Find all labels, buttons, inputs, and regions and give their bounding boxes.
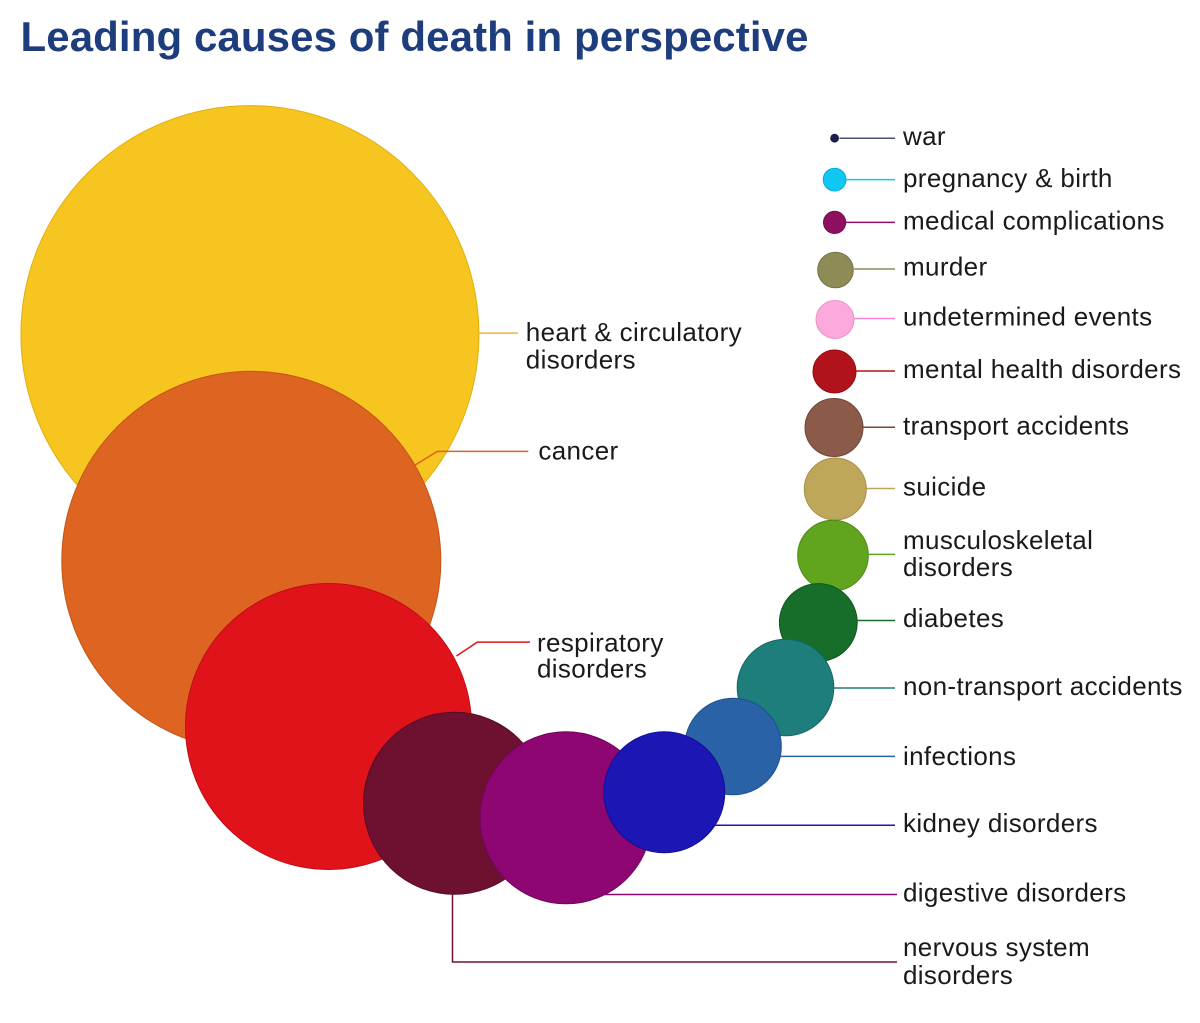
- svg-text:suicide: suicide: [903, 472, 986, 502]
- svg-text:kidney disorders: kidney disorders: [903, 808, 1098, 838]
- svg-text:disorders: disorders: [903, 552, 1013, 582]
- svg-text:disorders: disorders: [526, 345, 636, 375]
- svg-text:undetermined events: undetermined events: [903, 302, 1152, 332]
- svg-text:pregnancy & birth: pregnancy & birth: [903, 163, 1113, 193]
- svg-text:mental health disorders: mental health disorders: [903, 354, 1181, 384]
- svg-text:respiratory: respiratory: [537, 628, 664, 658]
- svg-text:murder: murder: [903, 252, 987, 282]
- svg-text:heart & circulatory: heart & circulatory: [526, 317, 742, 347]
- svg-text:musculoskeletal: musculoskeletal: [903, 525, 1093, 555]
- svg-text:cancer: cancer: [538, 436, 618, 466]
- svg-text:disorders: disorders: [903, 960, 1013, 990]
- svg-text:transport accidents: transport accidents: [903, 411, 1129, 441]
- svg-text:war: war: [902, 121, 946, 151]
- svg-text:Leading causes of death in per: Leading causes of death in perspective: [21, 13, 809, 60]
- svg-text:medical complications: medical complications: [903, 206, 1165, 236]
- svg-text:disorders: disorders: [537, 654, 647, 684]
- svg-text:digestive disorders: digestive disorders: [903, 878, 1126, 908]
- svg-text:non-transport accidents: non-transport accidents: [903, 671, 1183, 701]
- svg-text:infections: infections: [903, 741, 1016, 771]
- svg-text:diabetes: diabetes: [903, 603, 1004, 633]
- svg-text:nervous system: nervous system: [903, 932, 1090, 962]
